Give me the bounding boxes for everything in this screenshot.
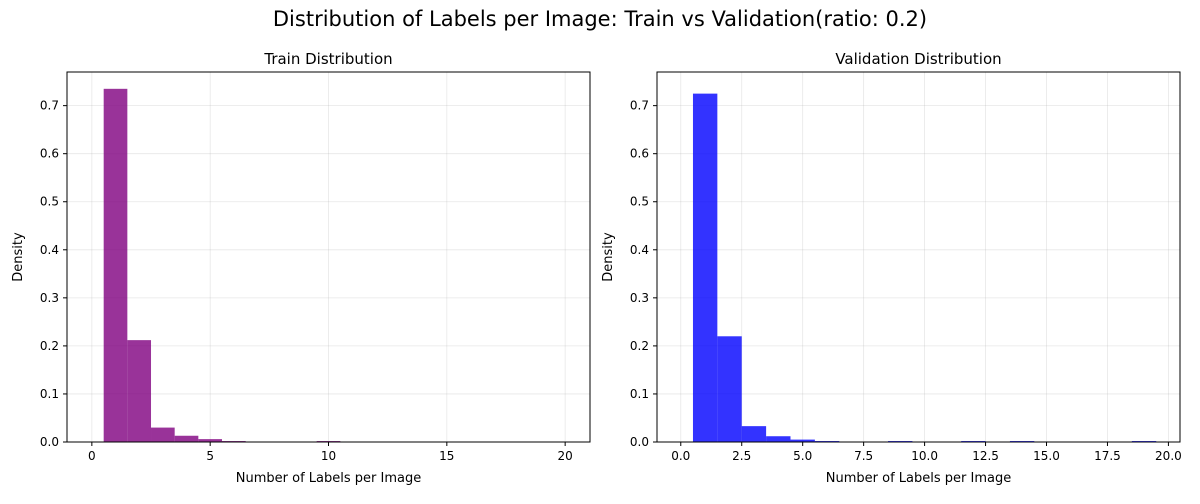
y-tick-label: 0.1	[40, 387, 59, 401]
y-tick-label: 0.6	[40, 147, 59, 161]
y-tick-label: 0.7	[40, 99, 59, 113]
y-tick-label: 0.3	[40, 291, 59, 305]
y-tick-label: 0.0	[40, 435, 59, 449]
axes-frame	[656, 71, 1181, 443]
y-tick-label: 0.6	[630, 147, 649, 161]
y-tick-label: 0.2	[630, 339, 649, 353]
x-tick-label: 20	[558, 449, 573, 463]
y-tick-label: 0.0	[630, 435, 649, 449]
validation-histogram-bar	[692, 93, 718, 442]
validation-histogram-bar	[766, 436, 791, 442]
y-tick-label: 0.7	[630, 99, 649, 113]
x-tick-label: 0	[88, 449, 96, 463]
y-axis-label: Density	[601, 232, 616, 282]
x-tick-label: 12.5	[972, 449, 999, 463]
validation-histogram-bar	[741, 426, 767, 442]
x-tick-label: 7.5	[854, 449, 873, 463]
train-histogram-bar	[198, 439, 223, 442]
y-tick-label: 0.4	[40, 243, 59, 257]
validation-panel-title: Validation Distribution	[835, 50, 1001, 68]
validation-histogram-bar	[790, 439, 815, 442]
train-panel-title: Train Distribution	[263, 50, 392, 68]
validation-histogram-panel: 0.0 2.5 5.0 7.5 10.0 12.5 15.0 17.5 20.0 0.0 0.1 0.…	[601, 50, 1182, 486]
y-tick-label: 0.4	[630, 243, 649, 257]
y-tick-label: 0.2	[40, 339, 59, 353]
x-tick-label: 10.0	[911, 449, 938, 463]
figure-suptitle: Distribution of Labels per Image: Train …	[273, 7, 927, 31]
train-histogram-bar	[127, 340, 152, 442]
x-tick-label: 0.0	[671, 449, 690, 463]
x-axis-label: Number of Labels per Image	[236, 471, 421, 486]
train-histogram-bar	[103, 88, 128, 443]
train-histogram-bar	[151, 427, 175, 442]
x-tick-label: 5	[206, 449, 214, 463]
x-tick-label: 10	[321, 449, 336, 463]
x-axis-label: Number of Labels per Image	[826, 471, 1011, 486]
x-tick-label: 20.0	[1155, 449, 1182, 463]
x-tick-label: 2.5	[732, 449, 751, 463]
y-axis-label: Density	[11, 232, 26, 282]
y-tick-label: 0.5	[630, 195, 649, 209]
x-tick-label: 15.0	[1033, 449, 1060, 463]
train-histogram-panel: 0 5 10 15 20 0.0 0.1 0.2 0.3 0.4 0.5 0.6 0.7 Train Di…	[11, 50, 591, 486]
validation-histogram-bar	[717, 336, 742, 442]
x-tick-label: 17.5	[1094, 449, 1121, 463]
x-tick-label: 15	[439, 449, 454, 463]
x-tick-label: 5.0	[793, 449, 812, 463]
train-histogram-bar	[174, 435, 199, 442]
y-tick-label: 0.3	[630, 291, 649, 305]
y-tick-label: 0.1	[630, 387, 649, 401]
y-tick-label: 0.5	[40, 195, 59, 209]
